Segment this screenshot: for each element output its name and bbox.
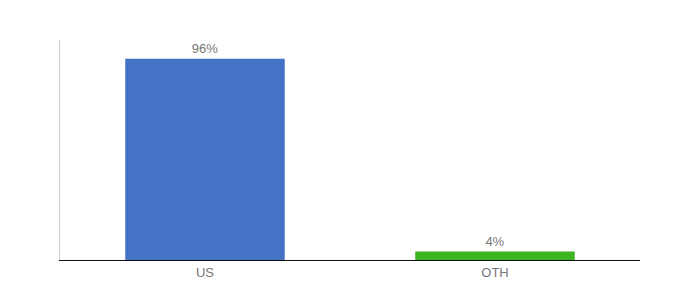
svg-text:US: US — [196, 265, 214, 280]
svg-text:4%: 4% — [485, 234, 504, 249]
svg-text:OTH: OTH — [481, 265, 508, 280]
svg-text:96%: 96% — [192, 41, 218, 56]
